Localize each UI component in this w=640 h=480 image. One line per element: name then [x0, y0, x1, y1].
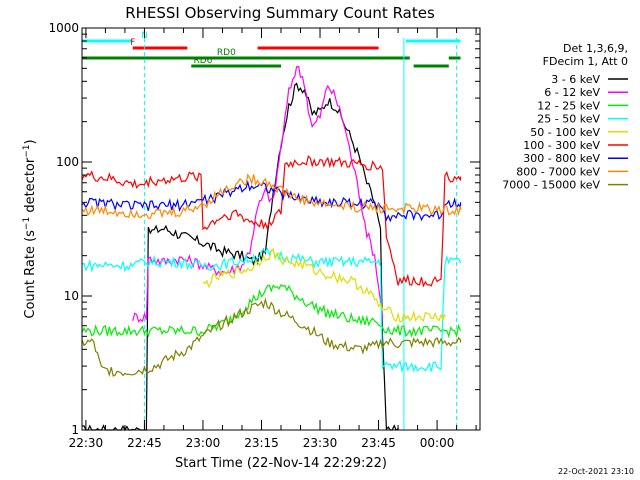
x-tick-label: 23:15	[244, 436, 279, 450]
y-axis-label: Count Rate (s−1 detector−1)	[22, 139, 38, 318]
series-line	[81, 173, 462, 219]
plot-frame	[81, 27, 481, 431]
x-tick-label: 23:00	[186, 436, 221, 450]
legend-header-line-2: FDecim 1, Att 0	[543, 55, 628, 68]
y-tick-label: 100	[56, 155, 79, 169]
x-axis-ticks: 22:30 22:45 23:00 23:15 23:30 23:45 00:00	[69, 28, 477, 450]
y-tick-label: 1	[71, 423, 79, 437]
x-tick-label: 00:00	[420, 436, 455, 450]
series-line	[81, 284, 462, 339]
series-line	[132, 65, 384, 323]
legend-label: 3 - 6 keV	[551, 73, 600, 86]
legend-label: 800 - 7000 keV	[516, 165, 600, 178]
series-line	[202, 247, 446, 323]
series-line	[81, 297, 462, 378]
legend-label: 7000 - 15000 keV	[502, 179, 600, 192]
legend-label: 300 - 800 keV	[523, 152, 600, 165]
x-tick-label: 23:45	[361, 436, 396, 450]
legend-label: 100 - 300 keV	[523, 139, 600, 152]
series-line	[81, 155, 462, 288]
timestamp: 22-Oct-2021 23:10	[558, 467, 634, 476]
legend-label: 50 - 100 keV	[530, 126, 600, 139]
x-axis-label: Start Time (22-Nov-14 22:29:22)	[175, 456, 387, 471]
x-tick-label: 22:30	[69, 436, 104, 450]
series-line	[81, 82, 399, 432]
legend-label: 12 - 25 keV	[537, 99, 600, 112]
state-bar-label: RD0	[217, 48, 236, 58]
y-tick-label: 10	[64, 289, 79, 303]
state-bar-label: RD6	[193, 56, 212, 66]
legend-label: 6 - 12 keV	[544, 86, 600, 99]
x-tick-label: 22:45	[127, 436, 162, 450]
legend-label: 25 - 50 keV	[537, 113, 600, 126]
series-line	[81, 180, 462, 223]
x-tick-label: 23:30	[303, 436, 338, 450]
state-bar-label: F	[130, 38, 135, 48]
legend-header-line-1: Det 1,3,6,9,	[563, 42, 628, 55]
chart-title: RHESSI Observing Summary Count Rates	[125, 4, 435, 22]
y-tick-label: 1000	[48, 21, 79, 35]
